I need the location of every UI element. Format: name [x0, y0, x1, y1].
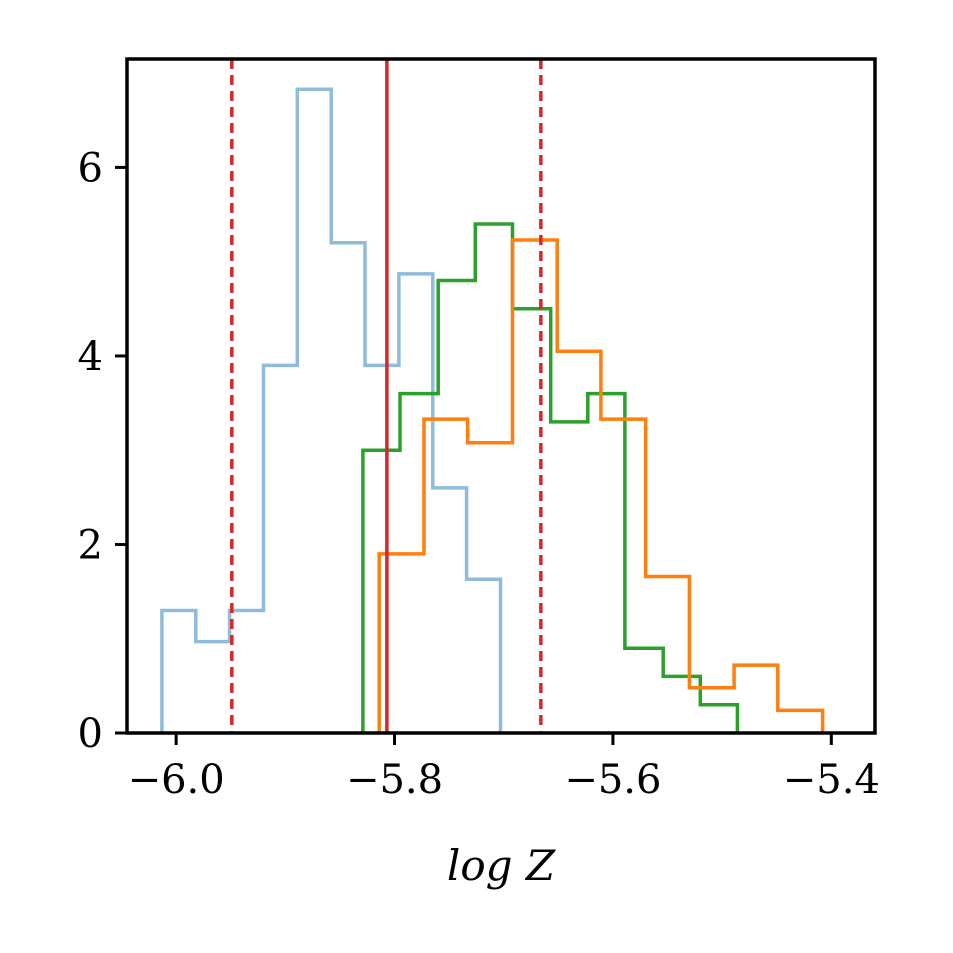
- histogram-series-3: [377, 238, 825, 733]
- x-tick-label: −6.0: [128, 757, 225, 803]
- y-tick-label: 4: [78, 334, 103, 380]
- x-tick-label: −5.8: [346, 757, 443, 803]
- histogram-series-layer: [160, 87, 825, 733]
- histogram-series-2: [361, 222, 740, 733]
- y-tick-label: 6: [78, 145, 103, 191]
- x-tick-label: −5.4: [783, 757, 880, 803]
- x-axis-ticks: −6.0 −5.8 −5.6 −5.4: [128, 733, 880, 803]
- reference-lines-layer: [230, 59, 543, 733]
- y-axis-ticks: 0 2 4 6: [78, 145, 127, 757]
- y-tick-label: 0: [78, 711, 103, 757]
- x-tick-label: −5.6: [564, 757, 661, 803]
- histogram-series-1: [160, 87, 503, 733]
- x-axis-label: log Z: [447, 841, 556, 890]
- y-tick-label: 2: [78, 522, 103, 568]
- plot-frame: [125, 57, 877, 735]
